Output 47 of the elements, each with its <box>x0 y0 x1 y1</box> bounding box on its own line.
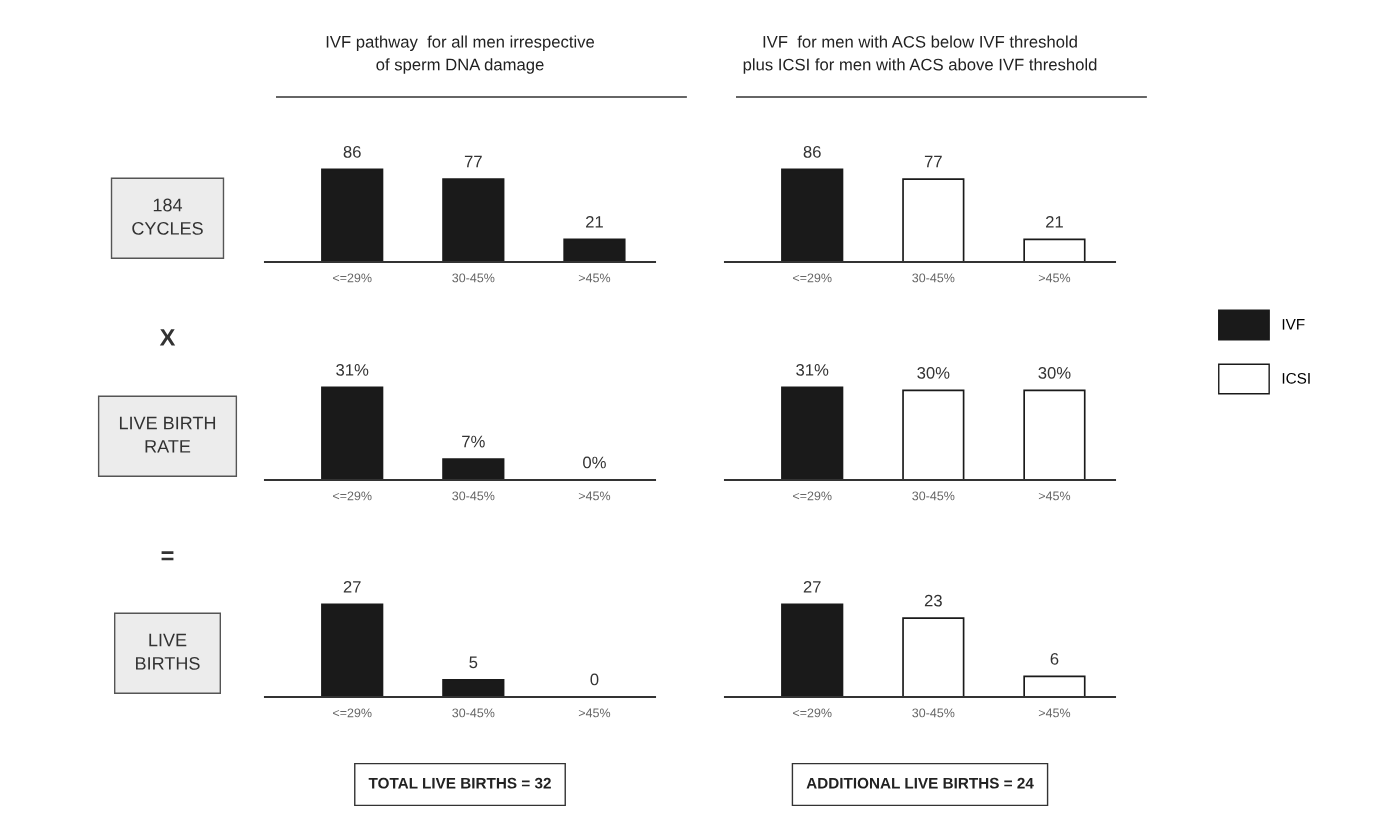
data-label: 30% <box>917 366 950 379</box>
x-tick-label: 30-45% <box>912 273 955 283</box>
chart-title: IVF for men with ACS below IVF threshold plus ICSI for men with ACS above IVF threshold <box>743 35 1097 74</box>
y-axis-title: LIVE BIRTH RATE <box>119 416 216 453</box>
text: TOTAL LIVE BIRTHS = 32 <box>368 777 551 789</box>
data-label: 31% <box>336 363 369 376</box>
x-tick-label: >45% <box>578 273 611 283</box>
data-label: 86 <box>803 145 821 158</box>
data-label: 31% <box>796 363 829 376</box>
x-tick-label: <=29% <box>793 708 832 718</box>
data-label: 21 <box>1046 215 1063 228</box>
data-label: 0% <box>583 456 606 469</box>
x-tick-label: >45% <box>578 491 611 501</box>
data-label: 27 <box>343 580 361 593</box>
data-label: 7% <box>462 435 485 448</box>
data-label: 0 <box>590 673 599 686</box>
x-tick-label: >45% <box>1038 273 1071 283</box>
x-tick-label: >45% <box>578 708 611 718</box>
x-tick-label: <=29% <box>333 491 372 501</box>
y-axis-title: LIVE BIRTHS <box>136 633 200 670</box>
data-label: 30% <box>1038 366 1071 379</box>
data-label: 5 <box>469 656 478 669</box>
x-tick-label: >45% <box>1038 708 1071 718</box>
data-label: 86 <box>343 145 361 158</box>
x-tick-label: <=29% <box>333 708 372 718</box>
text: = <box>161 551 174 561</box>
x-tick-label: <=29% <box>793 273 832 283</box>
x-tick-label: 30-45% <box>452 708 495 718</box>
x-tick-label: >45% <box>1038 491 1071 501</box>
data-label: 6 <box>1050 652 1059 665</box>
x-tick-label: <=29% <box>333 273 372 283</box>
legend-label: IVF <box>1282 319 1305 330</box>
chart-title: IVF pathway for all men irrespective of sperm DNA damage <box>326 35 595 74</box>
text: X <box>159 329 176 346</box>
legend-label: ICSI <box>1282 372 1310 384</box>
x-tick-label: 30-45% <box>452 273 495 283</box>
data-label: 23 <box>924 594 942 607</box>
data-label: 27 <box>803 580 821 593</box>
data-label: 77 <box>464 155 482 168</box>
data-label: 21 <box>586 215 603 228</box>
text: ADDITIONAL LIVE BIRTHS = 24 <box>806 777 1034 789</box>
x-tick-label: 30-45% <box>912 708 955 718</box>
x-tick-label: <=29% <box>793 491 832 501</box>
data-label: 77 <box>924 155 942 168</box>
x-tick-label: 30-45% <box>912 491 955 501</box>
y-axis-title: 184 CYCLES <box>132 198 203 235</box>
x-tick-label: 30-45% <box>452 491 495 501</box>
